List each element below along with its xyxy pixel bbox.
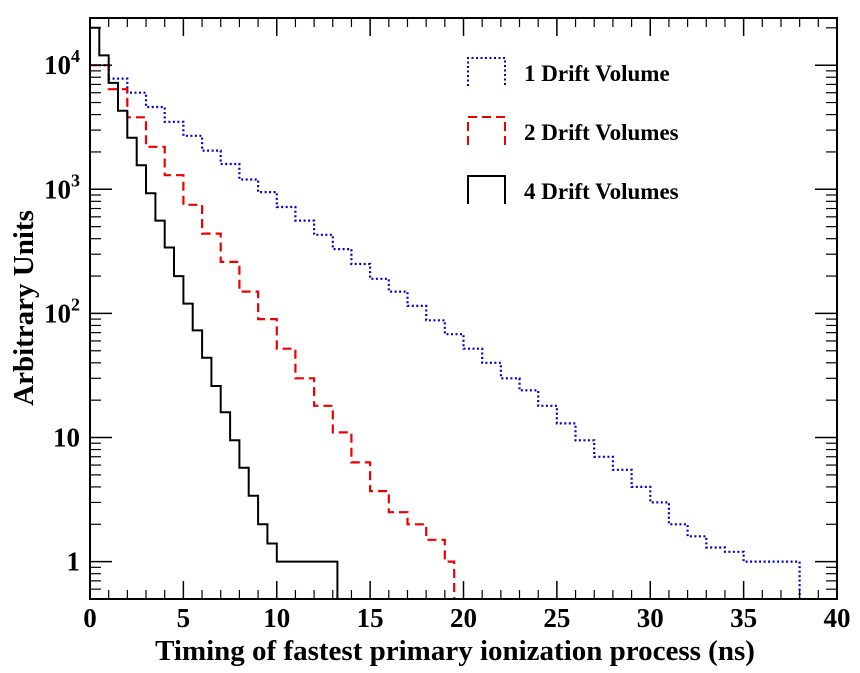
x-tick-label: 10 xyxy=(263,603,290,633)
legend-swatch-2 xyxy=(467,116,506,145)
y-tick-label: 1 xyxy=(67,547,81,577)
plot-frame xyxy=(89,17,838,600)
legend-swatch-1 xyxy=(467,57,506,86)
x-tick-label: 0 xyxy=(83,603,97,633)
y-tick-base: 10 xyxy=(44,50,71,80)
y-tick-base: 1 xyxy=(67,547,81,577)
y-tick-exponent: 4 xyxy=(71,46,80,66)
y-tick-exponent: 3 xyxy=(71,170,80,190)
x-tick-label: 15 xyxy=(357,603,384,633)
series-layer xyxy=(90,26,801,599)
series-line-1 xyxy=(90,64,801,599)
legend-label-3: 4 Drift Volumes xyxy=(524,179,679,204)
y-tick-base: 10 xyxy=(44,298,71,328)
legend-label-2: 2 Drift Volumes xyxy=(524,120,679,145)
y-tick-label: 102 xyxy=(44,294,80,328)
x-tick-label: 30 xyxy=(637,603,664,633)
y-tick-label: 103 xyxy=(44,170,80,204)
x-tick-label: 20 xyxy=(450,603,477,633)
x-tick-label: 25 xyxy=(543,603,570,633)
legend: 1 Drift Volume 2 Drift Volumes 4 Drift Vol… xyxy=(467,57,679,204)
x-tick-label: 35 xyxy=(730,603,757,633)
x-tick-label: 40 xyxy=(824,603,851,633)
x-axis-label: Timing of fastest primary ionization pro… xyxy=(155,635,755,667)
legend-label-1: 1 Drift Volume xyxy=(524,61,670,86)
y-axis-label: Arbitrary Units xyxy=(8,210,40,406)
y-tick-exponent: 2 xyxy=(71,294,80,314)
x-tick-label: 5 xyxy=(177,603,191,633)
series-line-2 xyxy=(90,64,456,599)
y-tick-base: 10 xyxy=(44,174,71,204)
legend-swatch-3 xyxy=(467,175,506,204)
y-tick-label: 10 xyxy=(53,423,80,453)
y-tick-base: 10 xyxy=(53,423,80,453)
series-line-3 xyxy=(90,26,339,599)
y-tick-label: 104 xyxy=(44,46,80,80)
